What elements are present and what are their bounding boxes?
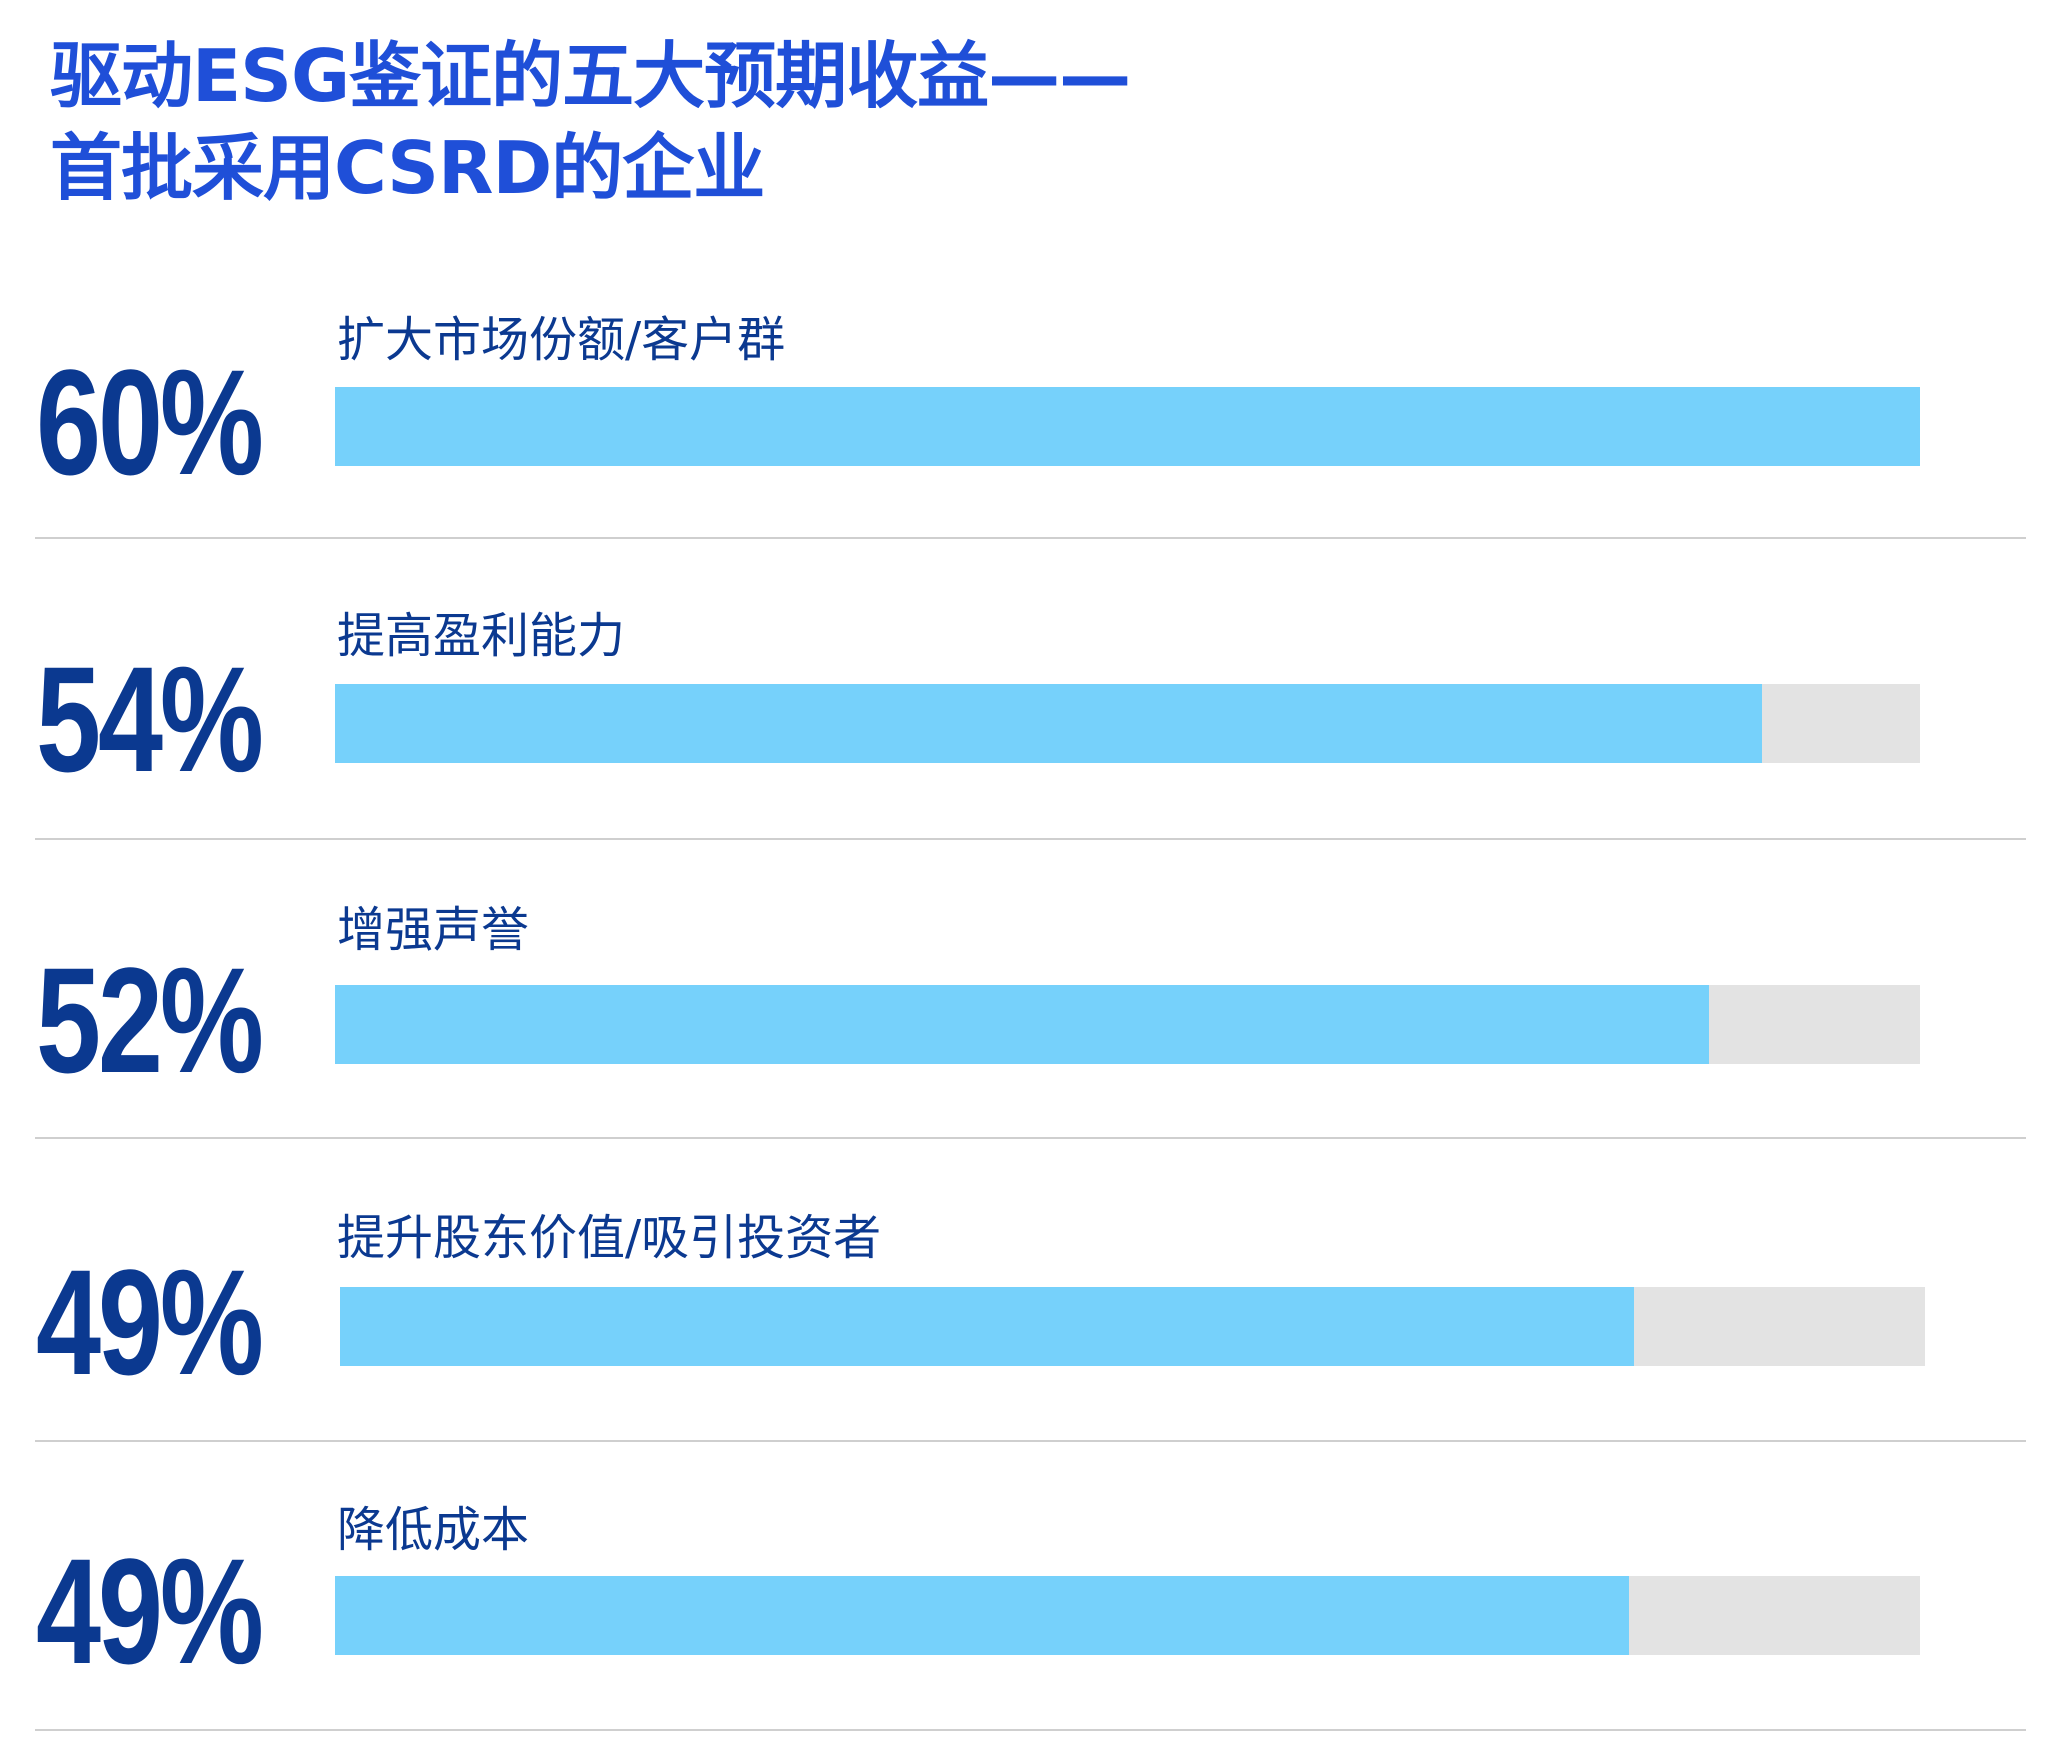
bar <box>335 985 1709 1064</box>
title-line-1: 驱动ESG鉴证的五大预期收益—— <box>50 34 1131 118</box>
divider <box>35 1137 2026 1139</box>
value-label: 49% <box>36 1238 264 1406</box>
category-label: 降低成本 <box>337 1502 530 1558</box>
value-label: 60% <box>36 338 264 506</box>
chart-title: 驱动ESG鉴证的五大预期收益—— 首批采用CSRD的企业 <box>50 30 1131 214</box>
bar-track <box>335 684 1920 763</box>
value-label: 52% <box>36 936 264 1104</box>
bar <box>335 387 1920 466</box>
value-label: 49% <box>36 1527 264 1695</box>
category-label: 提升股东价值/吸引投资者 <box>337 1210 882 1266</box>
title-line-2: 首批采用CSRD的企业 <box>50 126 765 210</box>
divider <box>35 537 2026 539</box>
divider <box>35 838 2026 840</box>
value-label: 54% <box>36 635 264 803</box>
bar-track <box>335 1576 1920 1655</box>
divider <box>35 1440 2026 1442</box>
category-label: 提高盈利能力 <box>337 608 626 664</box>
bar <box>335 684 1762 763</box>
divider <box>35 1729 2026 1731</box>
category-label: 扩大市场份额/客户群 <box>337 312 786 368</box>
bar-track <box>335 387 1920 466</box>
category-label: 增强声誉 <box>337 902 530 958</box>
bar-track <box>340 1287 1925 1366</box>
bar <box>340 1287 1635 1366</box>
bar <box>335 1576 1630 1655</box>
bar-track <box>335 985 1920 1064</box>
